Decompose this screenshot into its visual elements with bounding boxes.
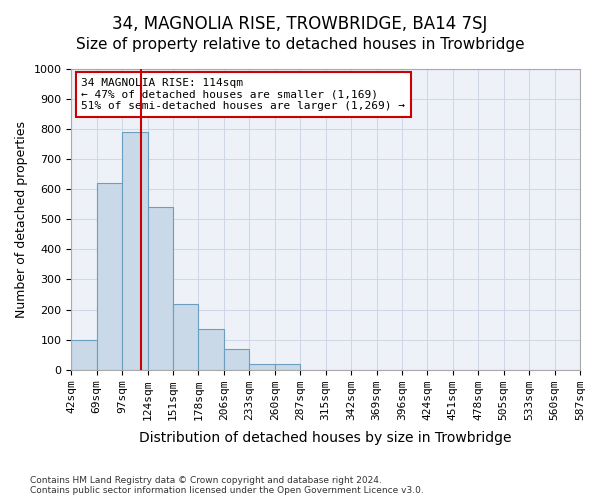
Text: 34 MAGNOLIA RISE: 114sqm
← 47% of detached houses are smaller (1,169)
51% of sem: 34 MAGNOLIA RISE: 114sqm ← 47% of detach… [82,78,406,111]
Bar [173,304,199,370]
Text: Size of property relative to detached houses in Trowbridge: Size of property relative to detached ho… [76,38,524,52]
Bar [275,364,300,370]
Bar [148,208,173,370]
Text: 34, MAGNOLIA RISE, TROWBRIDGE, BA14 7SJ: 34, MAGNOLIA RISE, TROWBRIDGE, BA14 7SJ [112,15,488,33]
Bar [224,348,250,370]
Text: Contains HM Land Registry data © Crown copyright and database right 2024.
Contai: Contains HM Land Registry data © Crown c… [30,476,424,495]
Y-axis label: Number of detached properties: Number of detached properties [15,121,28,318]
Bar [250,364,275,370]
X-axis label: Distribution of detached houses by size in Trowbridge: Distribution of detached houses by size … [139,431,512,445]
Bar [122,132,148,370]
Bar [71,340,97,370]
Bar [199,329,224,370]
Bar [97,184,122,370]
